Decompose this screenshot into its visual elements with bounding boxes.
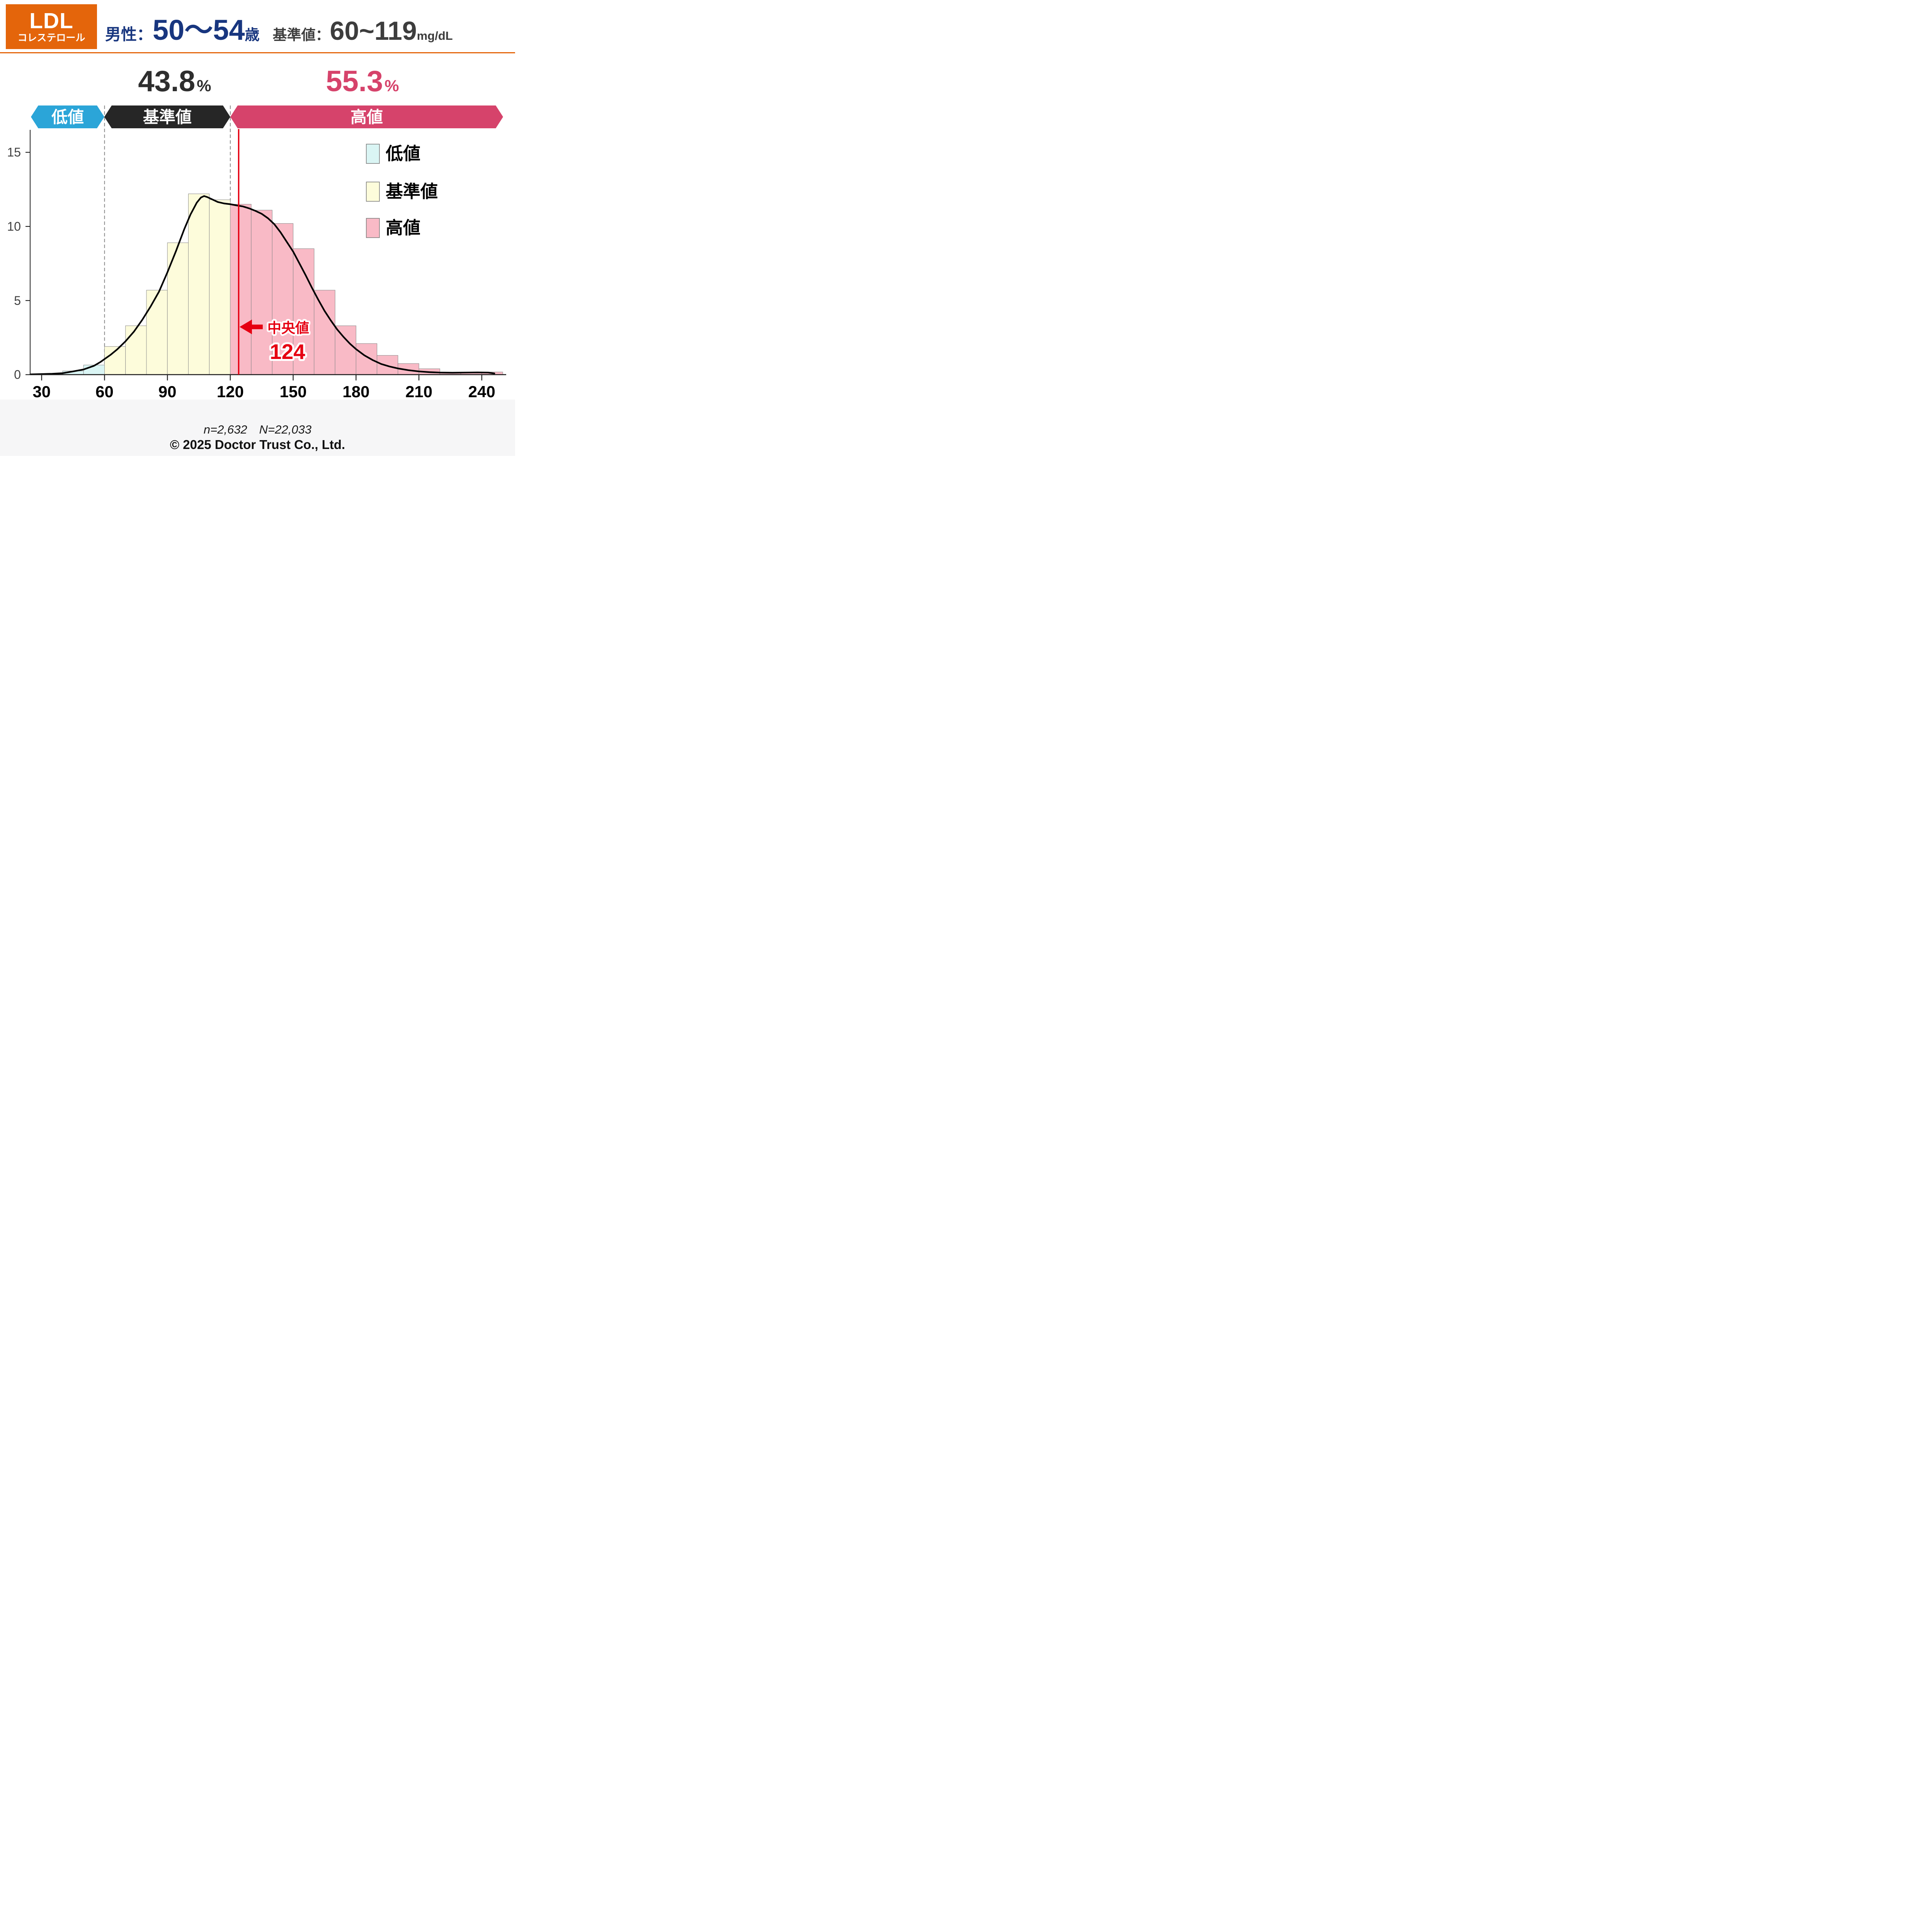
histogram-bar — [209, 199, 231, 375]
x-tick-label: 240 — [468, 383, 495, 400]
legend-swatch-reference — [366, 182, 380, 202]
legend-label-low: 低値 — [386, 144, 420, 163]
age-suffix: 歳 — [245, 27, 260, 43]
legend-swatch-low — [366, 144, 380, 164]
legend-label-high: 高値 — [386, 218, 420, 238]
x-tick-label: 180 — [342, 383, 369, 400]
percent-high-value: 55.3 — [326, 65, 383, 98]
histogram-bar — [251, 210, 272, 375]
histogram-bar — [230, 204, 252, 375]
histogram-bar — [314, 290, 335, 375]
page: LDL コレステロール 男性： 50～54 歳 基準値： 60~119 mg/d… — [0, 0, 515, 456]
kde-curve — [29, 195, 495, 375]
footer: n=2,632 N=22,033 © 2025 Doctor Trust Co.… — [0, 400, 515, 456]
ldl-title-panel: LDL コレステロール — [6, 4, 97, 49]
percent-high-unit: % — [384, 77, 399, 95]
x-tick-label: 90 — [158, 383, 177, 400]
median-arrow-icon — [240, 320, 263, 334]
x-tick-label: 150 — [280, 383, 307, 400]
reference-range: 60~119 — [330, 16, 417, 46]
banner-reference-label: 基準値 — [143, 108, 192, 126]
x-tick-label: 120 — [217, 383, 244, 400]
banner-low-label: 低値 — [51, 108, 84, 126]
histogram-bar — [125, 325, 147, 375]
percent-reference-unit: % — [197, 77, 211, 95]
panel-subtitle: コレステロール — [17, 32, 85, 43]
sample-size: n=2,632 N=22,033 — [203, 423, 312, 436]
banner-high-label: 高値 — [350, 108, 383, 126]
page-title: 男性： 50～54 歳 基準値： 60~119 mg/dL — [105, 7, 453, 48]
histogram-bar — [188, 194, 210, 375]
histogram-bars — [41, 194, 503, 375]
percent-reference-value: 43.8 — [138, 65, 195, 98]
age-range: 50～54 — [153, 14, 245, 46]
histogram-bar — [272, 223, 294, 375]
median-value: 124 — [270, 340, 305, 364]
reference-label: 基準値： — [272, 27, 330, 43]
x-tick-label: 30 — [32, 383, 51, 400]
percent-high: 55.3% — [326, 65, 399, 98]
banner-high — [230, 105, 503, 128]
header-divider — [0, 52, 515, 53]
x-tick-label: 210 — [405, 383, 432, 400]
panel-title: LDL — [29, 8, 73, 33]
y-tick-label: 15 — [7, 145, 21, 159]
median-label: 中央値 — [267, 320, 309, 336]
median-annotation: 中央値 124 — [240, 318, 311, 366]
y-tick-label: 5 — [14, 294, 21, 308]
banner-low — [31, 105, 104, 128]
copyright-text: © 2025 Doctor Trust Co., Ltd. — [170, 437, 345, 452]
legend: 低値 基準値 高値 — [366, 144, 438, 238]
y-tick-label: 0 — [14, 368, 21, 382]
distribution-chart: 0 5 10 15 30 60 90 120 150 180 210 240 低値 基準値 高値 43… — [7, 65, 506, 400]
legend-swatch-high — [366, 218, 380, 238]
histogram-bar — [335, 325, 356, 375]
legend-label-reference: 基準値 — [386, 182, 438, 201]
banner-reference — [104, 105, 230, 128]
percent-reference: 43.8% — [138, 65, 211, 98]
gender-label: 男性： — [105, 26, 153, 43]
histogram-bar — [146, 290, 168, 375]
reference-unit: mg/dL — [417, 29, 453, 43]
kde-curve-group — [29, 195, 495, 375]
histogram-bar — [355, 343, 378, 375]
x-tick-label: 60 — [95, 383, 114, 400]
axes: 0 5 10 15 30 60 90 120 150 180 210 240 — [7, 130, 506, 400]
histogram-bar — [377, 355, 398, 375]
y-tick-label: 10 — [7, 219, 21, 233]
